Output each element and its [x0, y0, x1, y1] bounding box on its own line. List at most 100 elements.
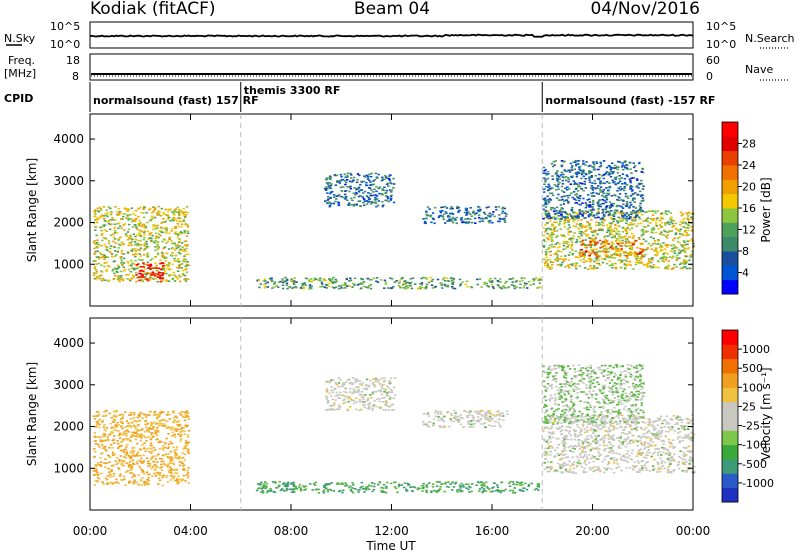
heatmap-cell	[285, 485, 288, 488]
heatmap-cell	[577, 163, 580, 165]
heatmap-cell	[119, 256, 122, 258]
heatmap-cell	[461, 417, 464, 419]
heatmap-cell	[547, 189, 550, 192]
heatmap-cell	[179, 440, 182, 442]
heatmap-cell	[325, 177, 328, 180]
heatmap-cell	[100, 214, 104, 216]
heatmap-cell	[546, 195, 549, 198]
heatmap-cell	[184, 260, 187, 263]
heatmap-cell	[102, 206, 106, 208]
heatmap-cell	[105, 261, 108, 264]
heatmap-cell	[551, 223, 554, 226]
heatmap-cell	[169, 208, 172, 211]
heatmap-cell	[410, 287, 414, 290]
heatmap-cell	[578, 254, 582, 256]
heatmap-cell	[624, 160, 627, 162]
heatmap-cell	[550, 231, 554, 234]
heatmap-cell	[600, 223, 603, 226]
heatmap-cell	[628, 217, 631, 220]
heatmap-cell	[108, 279, 111, 282]
heatmap-cell	[441, 287, 444, 289]
heatmap-cell	[103, 423, 106, 426]
heatmap-cell	[481, 484, 484, 486]
heatmap-cell	[627, 224, 630, 227]
heatmap-cell	[182, 456, 185, 459]
heatmap-cell	[570, 245, 573, 247]
heatmap-cell	[168, 236, 171, 239]
heatmap-cell	[488, 279, 491, 282]
heatmap-cell	[330, 482, 333, 484]
heatmap-cell	[501, 412, 504, 414]
heatmap-cell	[174, 260, 178, 262]
heatmap-cell	[628, 229, 631, 231]
heatmap-cell	[441, 419, 444, 421]
heatmap-cell	[367, 403, 371, 405]
heatmap-cell	[263, 283, 266, 286]
heatmap-cell	[491, 280, 494, 282]
heatmap-cell	[502, 415, 505, 417]
heatmap-cell	[271, 481, 275, 483]
heatmap-cell	[603, 199, 606, 202]
heatmap-cell	[639, 207, 642, 209]
heatmap-cell	[644, 226, 647, 228]
heatmap-cell	[595, 259, 599, 262]
heatmap-cell	[666, 267, 669, 270]
heatmap-cell	[459, 485, 463, 487]
heatmap-cell	[97, 243, 100, 246]
heatmap-cell	[163, 441, 166, 444]
heatmap-cell	[180, 267, 184, 269]
heatmap-cell	[134, 481, 137, 484]
heatmap-cell	[378, 482, 381, 484]
heatmap-cell	[105, 248, 108, 251]
heatmap-cell	[680, 249, 683, 252]
heatmap-cell	[177, 246, 180, 248]
heatmap-cell	[172, 476, 175, 479]
heatmap-cell	[366, 399, 369, 402]
heatmap-cell	[175, 430, 178, 432]
heatmap-cell	[559, 265, 563, 267]
heatmap-cell	[162, 238, 166, 240]
heatmap-cell	[675, 266, 678, 268]
heatmap-cell	[337, 287, 341, 290]
heatmap-cell	[351, 382, 354, 384]
heatmap-cell	[601, 222, 605, 224]
heatmap-cell	[559, 210, 563, 213]
heatmap-cell	[101, 254, 104, 256]
heatmap-cell	[331, 286, 334, 288]
heatmap-cell	[623, 254, 626, 257]
heatmap-cell	[618, 196, 621, 199]
heatmap-cell	[167, 210, 170, 213]
heatmap-cell	[101, 277, 105, 280]
heatmap-cell	[388, 175, 391, 178]
heatmap-cell	[440, 483, 443, 485]
heatmap-cell	[560, 217, 563, 219]
heatmap-cell	[665, 266, 669, 268]
heatmap-cell	[644, 248, 647, 251]
heatmap-cell	[176, 266, 179, 269]
heatmap-cell	[98, 445, 101, 448]
heatmap-cell	[486, 411, 489, 414]
heatmap-cell	[609, 230, 613, 233]
heatmap-cell	[177, 260, 180, 263]
heatmap-cell	[174, 226, 177, 228]
heatmap-cell	[109, 422, 112, 425]
heatmap-cell	[610, 247, 614, 250]
heatmap-cell	[134, 225, 138, 228]
heatmap-cell	[127, 422, 130, 424]
heatmap-cell	[164, 442, 167, 445]
heatmap-cell	[605, 171, 609, 173]
heatmap-cell	[169, 428, 172, 431]
heatmap-cell	[138, 272, 141, 275]
heatmap-cell	[135, 280, 138, 283]
heatmap-cell	[625, 230, 628, 232]
heatmap-cell	[659, 246, 662, 249]
heatmap-cell	[354, 488, 357, 490]
heatmap-cell	[117, 275, 120, 277]
heatmap-cell	[431, 424, 435, 427]
heatmap-cell	[350, 203, 353, 206]
heatmap-cell	[149, 268, 152, 270]
heatmap-cell	[612, 171, 616, 173]
heatmap-cell	[467, 488, 470, 491]
heatmap-cell	[614, 178, 617, 180]
heatmap-cell	[573, 168, 576, 171]
